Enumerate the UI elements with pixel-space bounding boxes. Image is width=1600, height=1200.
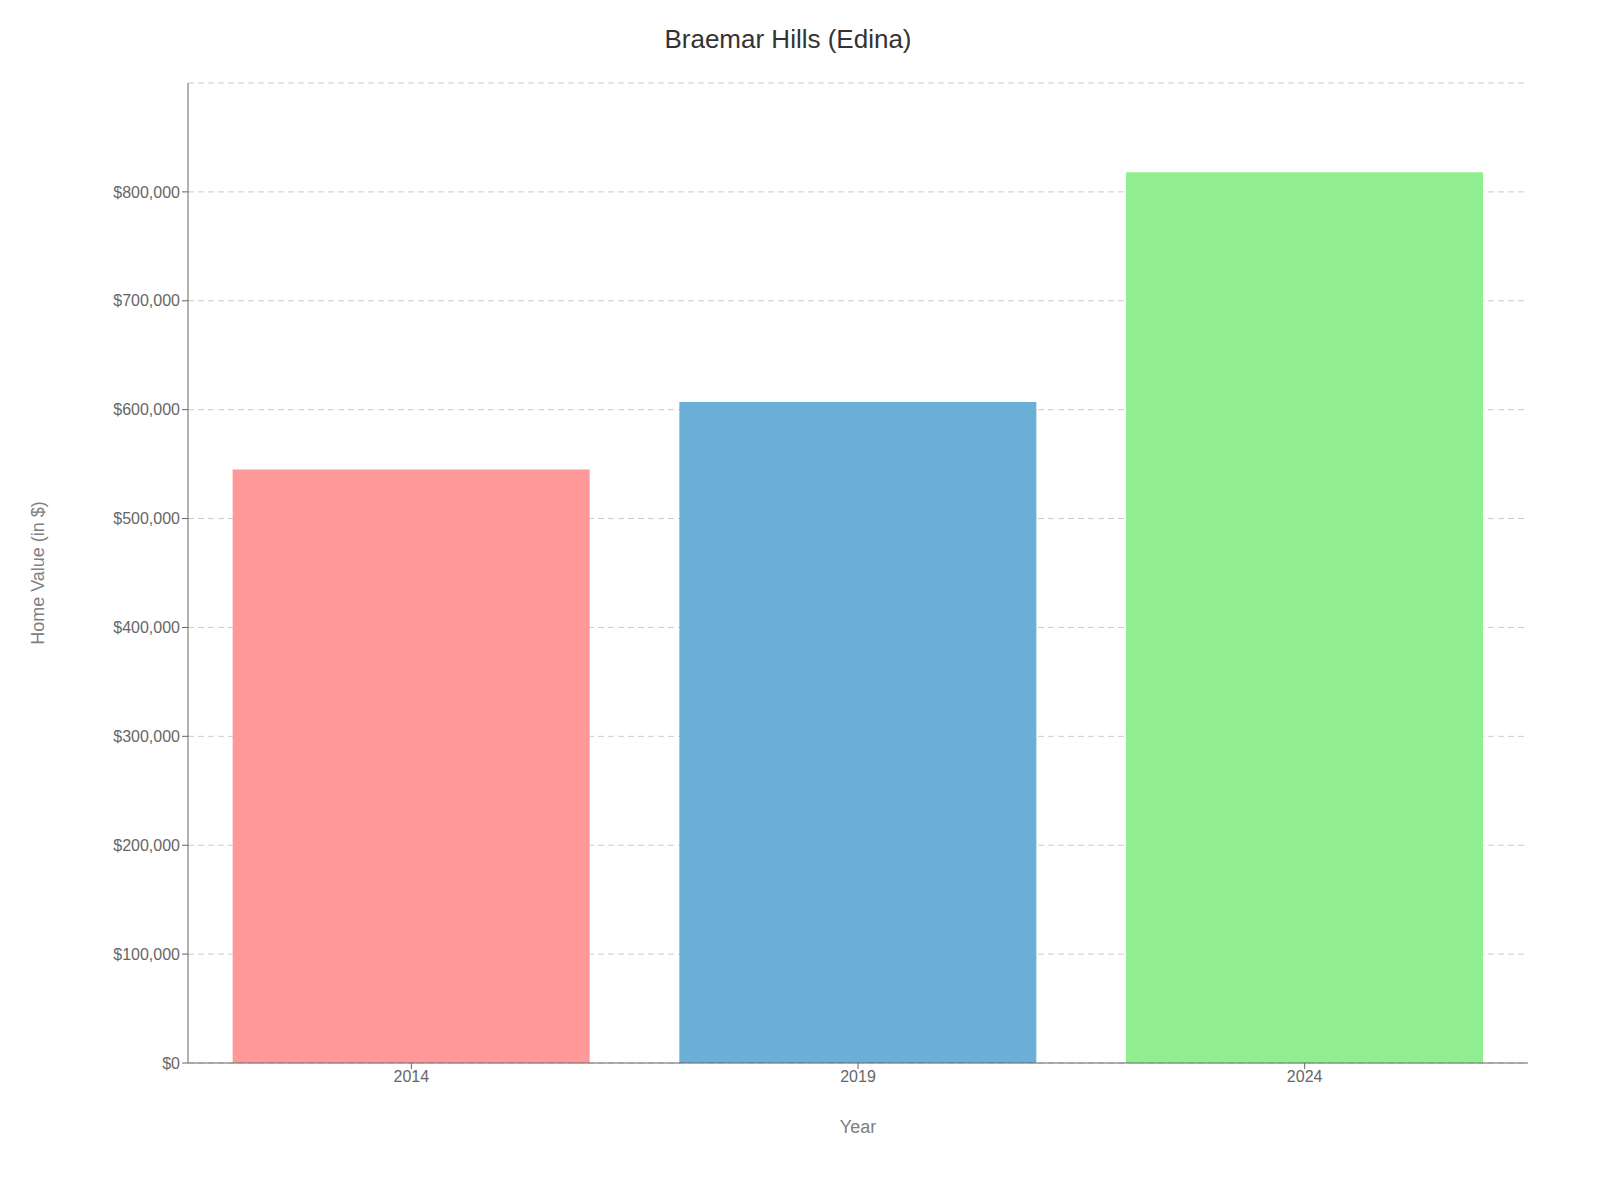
svg-text:$200,000: $200,000 <box>113 837 180 854</box>
svg-text:$600,000: $600,000 <box>113 401 180 418</box>
svg-text:$400,000: $400,000 <box>113 619 180 636</box>
svg-text:$500,000: $500,000 <box>113 510 180 527</box>
svg-text:$0: $0 <box>162 1055 180 1072</box>
svg-text:$300,000: $300,000 <box>113 728 180 745</box>
svg-text:Year: Year <box>840 1117 876 1137</box>
svg-text:2024: 2024 <box>1287 1068 1323 1085</box>
svg-text:$700,000: $700,000 <box>113 292 180 309</box>
svg-text:$100,000: $100,000 <box>113 946 180 963</box>
svg-text:2019: 2019 <box>840 1068 876 1085</box>
html-text:Braemar Hills (Edina): Braemar Hills (Edina) <box>664 24 912 54</box>
svg-text:Home Value (in $): Home Value (in $) <box>28 501 48 645</box>
svg-text:$800,000: $800,000 <box>113 184 180 201</box>
svg-text:2014: 2014 <box>394 1068 430 1085</box>
